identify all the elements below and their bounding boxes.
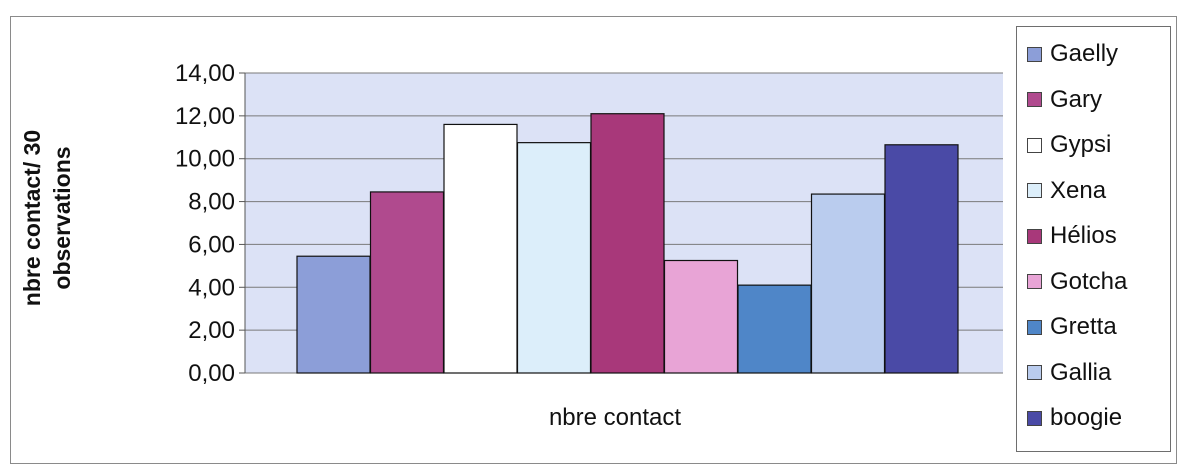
legend-swatch [1027, 183, 1042, 198]
legend-swatch [1027, 319, 1042, 335]
y-axis-label-line-2: observations [49, 146, 75, 290]
legend-item: Gretta [1027, 312, 1117, 342]
y-tick-label: 14,00 [175, 60, 235, 87]
y-axis-ticks: 0,00 2,00 4,00 6,00 8,00 10,00 12,00 14,00 [175, 60, 246, 387]
legend-swatch [1027, 46, 1042, 62]
bars [296, 113, 959, 374]
y-tick-label: 12,00 [175, 103, 235, 130]
legend-label: Gallia [1050, 358, 1112, 386]
legend-item: Xena [1027, 176, 1106, 206]
legend-label: Xena [1050, 176, 1107, 204]
legend-swatch [1027, 410, 1042, 426]
legend-label: Gypsi [1050, 131, 1112, 158]
bar-gretta [737, 284, 812, 374]
legend-item: Hélios [1027, 221, 1117, 251]
y-tick-label: 10,00 [175, 146, 235, 173]
legend-swatch [1027, 365, 1042, 380]
legend-item: Gaelly [1027, 39, 1118, 69]
y-tick-label: 0,00 [188, 360, 235, 387]
legend-item: boogie [1027, 403, 1122, 433]
legend-swatch [1027, 228, 1042, 244]
y-axis-label-line-1: nbre contact/ 30 [19, 129, 45, 307]
legend-swatch [1027, 274, 1042, 289]
y-axis-label: nbre contact/ 30 observations [17, 58, 87, 378]
legend-item: Gallia [1027, 358, 1111, 388]
x-axis-label: nbre contact [548, 404, 682, 431]
bar-h-lios [590, 113, 665, 374]
bar-boogie [884, 144, 959, 374]
bar-gotcha [663, 259, 739, 374]
legend-swatch [1027, 137, 1042, 153]
bar-gaelly [296, 255, 371, 374]
legend-label: Gaelly [1050, 40, 1119, 67]
legend-label: Gotcha [1050, 267, 1128, 295]
y-tick-label: 8,00 [188, 189, 235, 216]
y-tick-label: 2,00 [188, 317, 235, 344]
legend-swatch [1027, 92, 1042, 107]
legend-item: Gary [1027, 85, 1102, 115]
bar-gallia [810, 193, 886, 374]
bar-gypsi [443, 123, 518, 374]
bar-xena [516, 142, 592, 374]
bar-gary [369, 191, 445, 374]
legend-label: boogie [1050, 404, 1123, 431]
legend-label: Hélios [1050, 222, 1117, 249]
legend-item: Gotcha [1027, 267, 1127, 297]
legend-label: Gary [1050, 85, 1103, 113]
legend: Gaelly Gary Gypsi Xena Hélios Gotcha Gretta Gal… [1016, 26, 1171, 452]
y-tick-label: 4,00 [188, 274, 235, 301]
legend-label: Gretta [1050, 313, 1117, 340]
legend-item: Gypsi [1027, 130, 1111, 160]
y-tick-label: 6,00 [188, 231, 235, 258]
